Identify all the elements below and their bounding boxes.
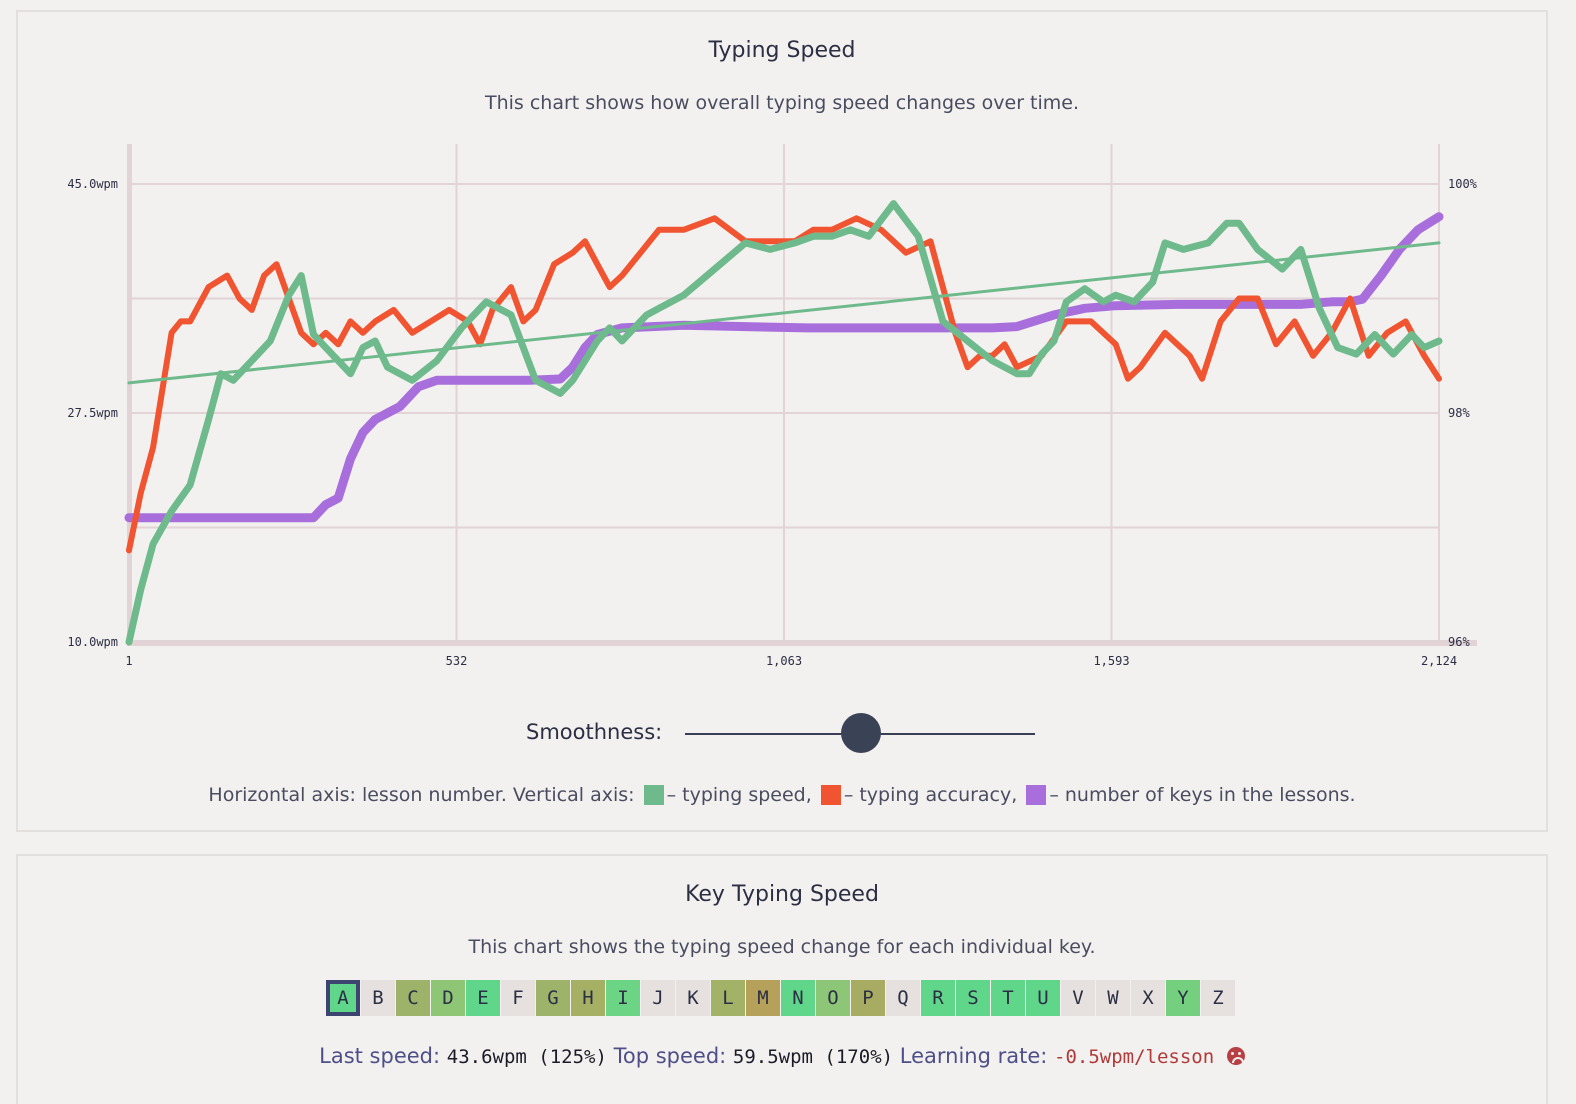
- key-x-button[interactable]: X: [1131, 980, 1165, 1016]
- speed-series-line: [125, 200, 1443, 646]
- smoothness-slider-thumb[interactable]: [841, 713, 881, 753]
- learning-rate-value: -0.5wpm/lesson: [1054, 1046, 1215, 1068]
- legend-prefix: Horizontal axis: lesson number. Vertical…: [208, 784, 635, 806]
- key-j-button[interactable]: J: [641, 980, 675, 1016]
- key-m-button[interactable]: M: [746, 980, 780, 1016]
- key-k-button[interactable]: K: [676, 980, 710, 1016]
- learning-rate-label: Learning rate:: [899, 1044, 1048, 1068]
- legend-speed-text: – typing speed,: [666, 784, 812, 806]
- typing-speed-title: Typing Speed: [708, 38, 856, 63]
- key-c-button[interactable]: C: [396, 980, 430, 1016]
- typing-speed-description: This chart shows how overall typing spee…: [484, 92, 1080, 114]
- y-right-tick-label: 98%: [1448, 406, 1470, 420]
- last-speed-value: 43.6wpm (125%): [446, 1046, 607, 1068]
- key-g-button[interactable]: G: [536, 980, 570, 1016]
- key-f-button[interactable]: F: [501, 980, 535, 1016]
- key-typing-speed-panel: Key Typing Speed This chart shows the ty…: [16, 854, 1548, 1104]
- legend-accuracy-swatch: [820, 785, 841, 805]
- chart-series: [124, 200, 1444, 646]
- key-w-button[interactable]: W: [1096, 980, 1130, 1016]
- chart-ticks: 1 532 1,063 1,593 2,124 45.0wpm 27.5wpm 10.0wpm…: [67, 177, 1477, 668]
- y-axis: [127, 144, 132, 645]
- y-right-tick-label: 96%: [1448, 635, 1470, 649]
- key-d-button[interactable]: D: [431, 980, 465, 1016]
- key-s-button[interactable]: S: [956, 980, 990, 1016]
- key-typing-speed-description: This chart shows the typing speed change…: [468, 936, 1096, 958]
- chart-grid: [129, 144, 1440, 643]
- key-l-button[interactable]: L: [711, 980, 745, 1016]
- chart-axes: [127, 144, 1477, 646]
- typing-speed-chart: 1 532 1,063 1,593 2,124 45.0wpm 27.5wpm 10.0wpm…: [67, 144, 1478, 668]
- key-h-button[interactable]: H: [571, 980, 605, 1016]
- key-z-button[interactable]: Z: [1201, 980, 1235, 1016]
- legend-keys-swatch: [1026, 785, 1047, 805]
- key-y-button[interactable]: Y: [1166, 980, 1200, 1016]
- x-tick-label: 1,593: [1093, 654, 1129, 668]
- key-t-button[interactable]: T: [991, 980, 1025, 1016]
- top-speed-label: Top speed:: [613, 1044, 727, 1068]
- key-o-button[interactable]: O: [816, 980, 850, 1016]
- chart-legend: Horizontal axis: lesson number. Vertical…: [18, 784, 1546, 806]
- top-speed-value: 59.5wpm (170%): [732, 1046, 894, 1068]
- frown-icon: [1226, 1047, 1245, 1065]
- smoothness-label: Smoothness:: [526, 720, 663, 744]
- legend-speed-swatch: [643, 785, 664, 805]
- key-b-button[interactable]: B: [361, 980, 395, 1016]
- key-stats: Last speed: 43.6wpm (125%) Top speed: 59…: [18, 1044, 1546, 1068]
- last-speed-label: Last speed:: [319, 1044, 441, 1068]
- trend-series-line: [127, 241, 1441, 385]
- y-left-tick-label: 10.0wpm: [67, 635, 118, 649]
- legend-keys-text: – number of keys in the lessons.: [1049, 784, 1356, 806]
- key-p-button[interactable]: P: [851, 980, 885, 1016]
- key-i-button[interactable]: I: [606, 980, 640, 1016]
- key-q-button[interactable]: Q: [886, 980, 920, 1016]
- key-e-button[interactable]: E: [466, 980, 500, 1016]
- x-tick-label: 2,124: [1421, 654, 1457, 668]
- key-r-button[interactable]: R: [921, 980, 955, 1016]
- key-a-button[interactable]: A: [326, 980, 360, 1016]
- y-left-tick-label: 27.5wpm: [67, 406, 118, 420]
- x-axis: [127, 640, 1477, 646]
- x-tick-label: 532: [446, 654, 468, 668]
- x-tick-label: 1,063: [766, 654, 802, 668]
- x-tick-label: 1: [125, 654, 132, 668]
- y-right-tick-label: 100%: [1448, 177, 1478, 191]
- legend-accuracy-text: – typing accuracy,: [843, 784, 1018, 806]
- key-n-button[interactable]: N: [781, 980, 815, 1016]
- key-u-button[interactable]: U: [1026, 980, 1060, 1016]
- y-left-tick-label: 45.0wpm: [67, 177, 118, 191]
- key-v-button[interactable]: V: [1061, 980, 1095, 1016]
- key-typing-speed-title: Key Typing Speed: [685, 882, 879, 907]
- typing-speed-panel: Typing Speed This chart shows how overal…: [16, 10, 1548, 832]
